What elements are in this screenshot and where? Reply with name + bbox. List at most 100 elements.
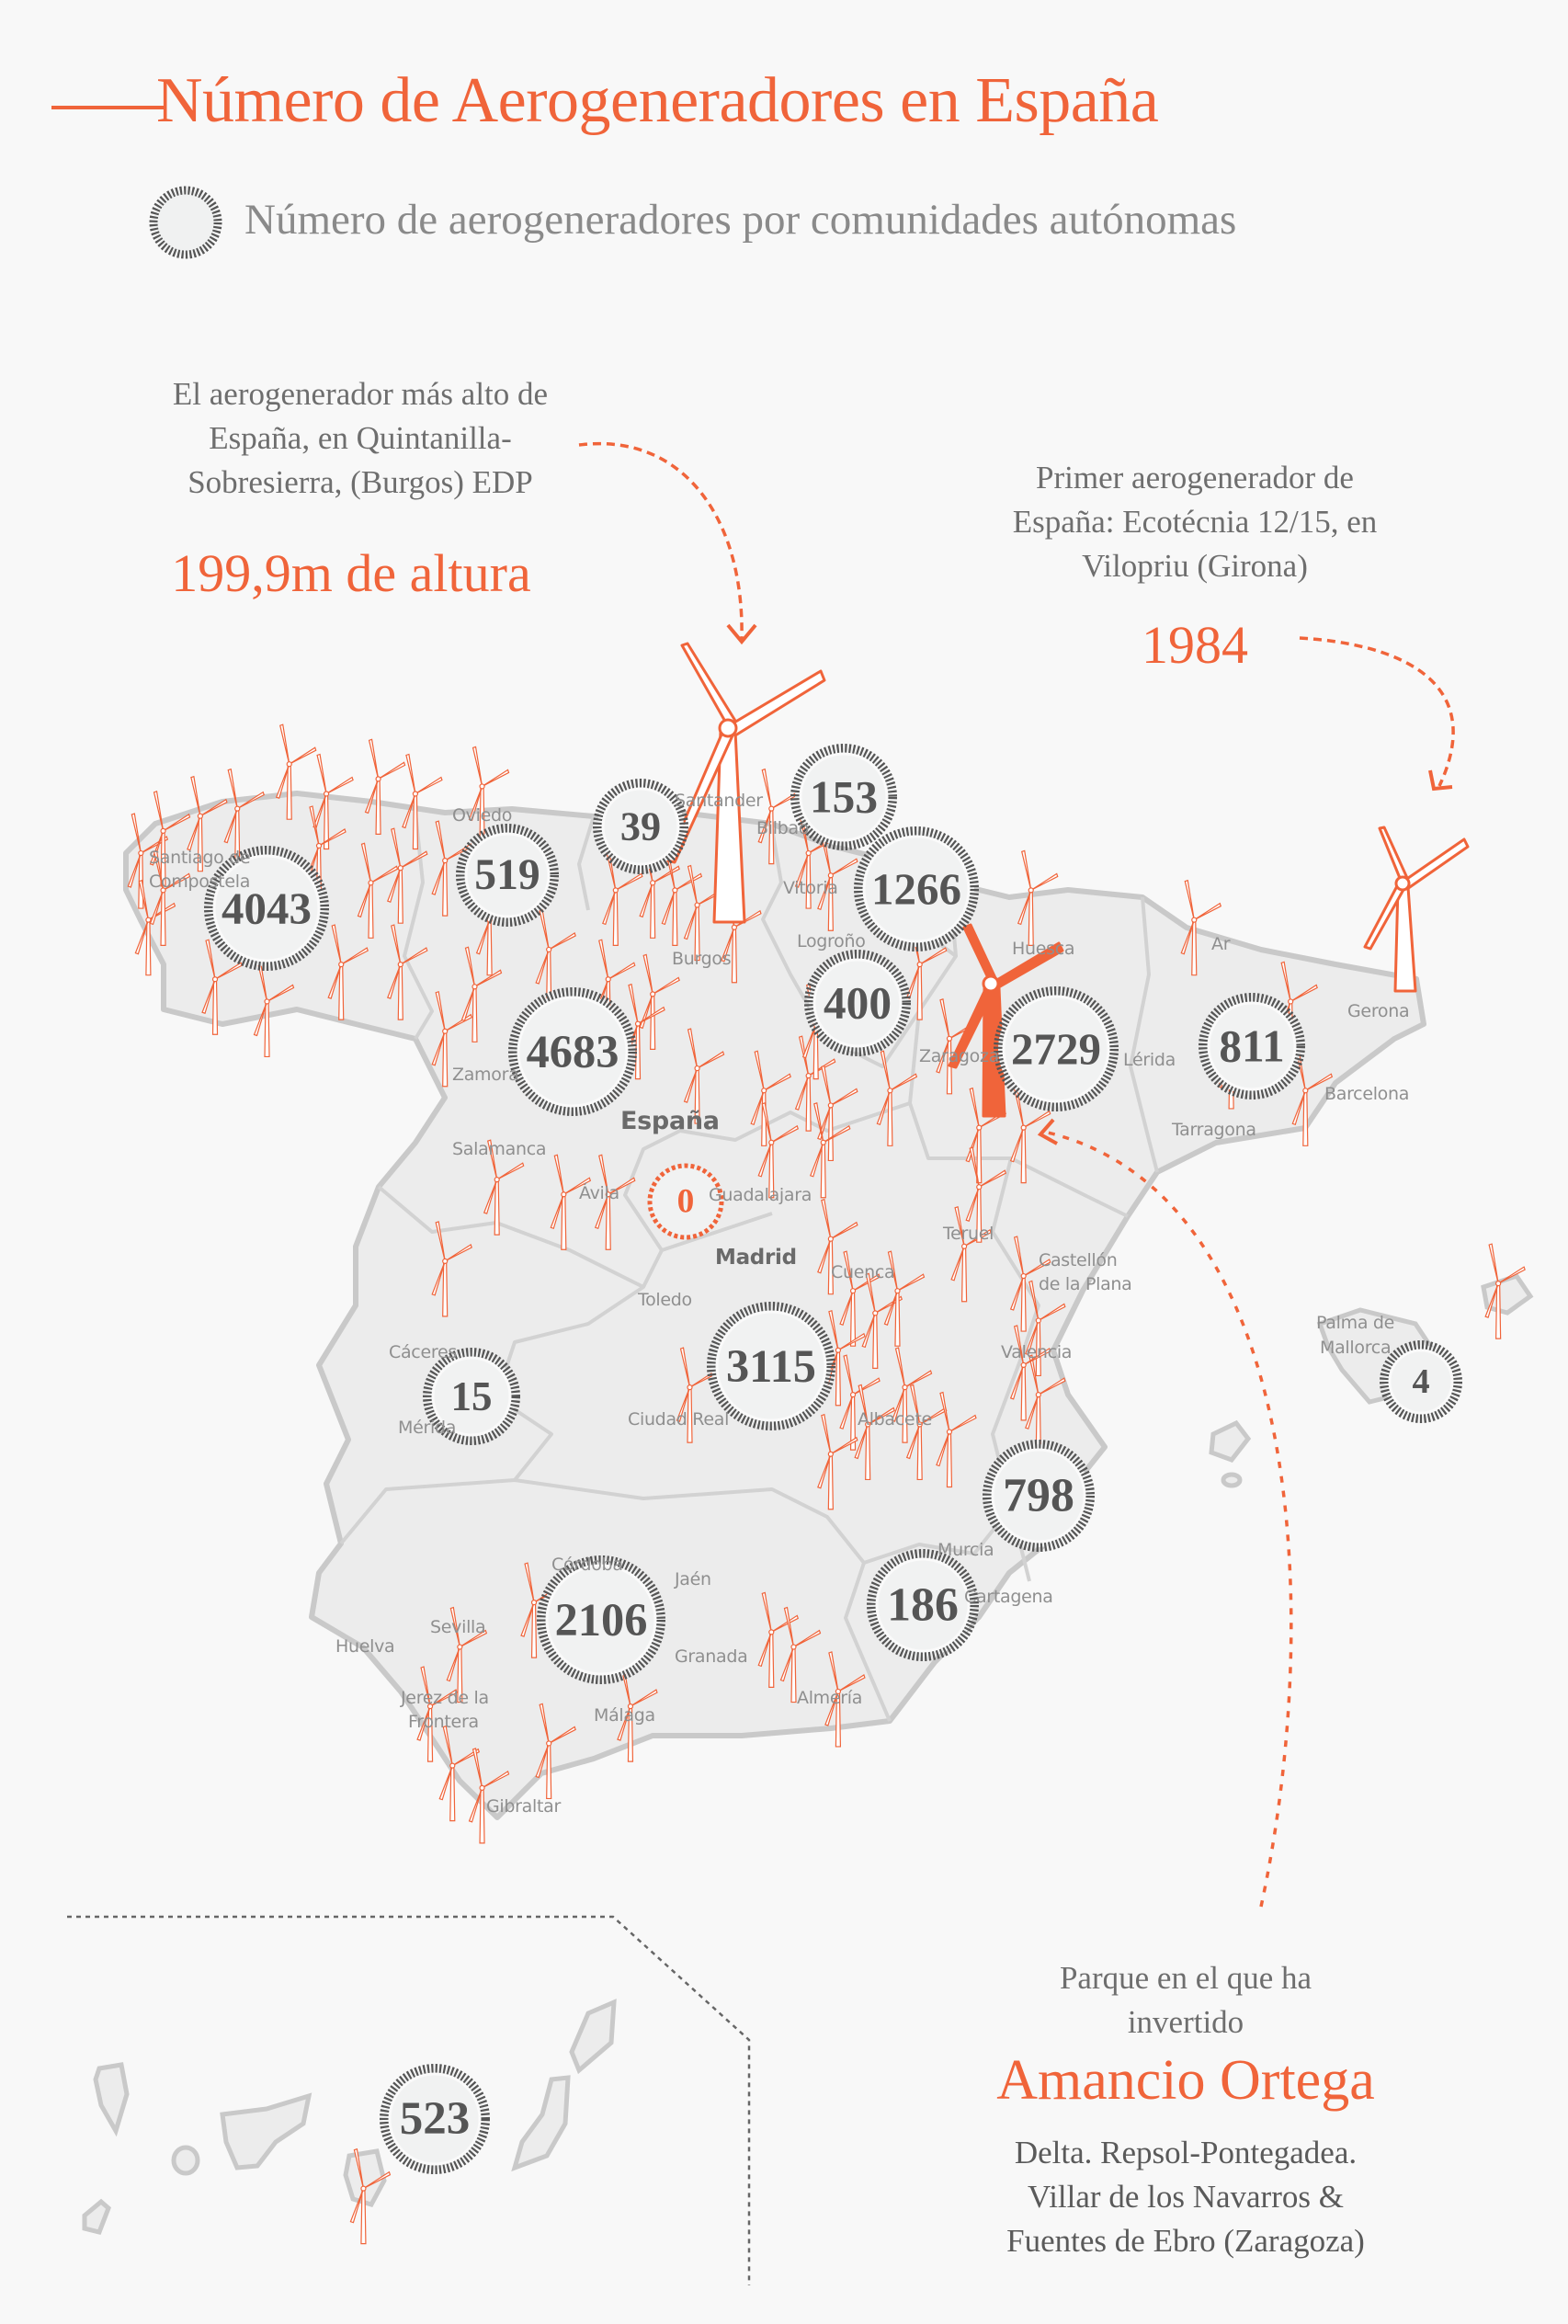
arrowheads <box>726 623 1453 1145</box>
bubble-inner-ring <box>799 752 889 842</box>
bubble-value: 4 <box>1412 1362 1429 1401</box>
bubble-ring <box>204 846 329 971</box>
bubble-ring <box>790 744 897 850</box>
bubble-ring <box>804 950 911 1056</box>
region-bubble: 4683 <box>508 987 637 1116</box>
first-highlight: 1984 <box>1142 615 1248 675</box>
city-label: Cuenca <box>831 1262 895 1282</box>
city-label: Almería <box>797 1688 863 1708</box>
region-bubble: 523 <box>380 2064 490 2174</box>
annotation-arrows <box>578 441 1455 1908</box>
bubble-value: 3115 <box>726 1340 816 1392</box>
bubble-ring <box>537 1555 665 1684</box>
region-bubble: 811 <box>1199 993 1305 1099</box>
amancio-detail: Delta. Repsol-Pontegadea. Villar de los … <box>937 2131 1434 2263</box>
bubble-inner-ring <box>812 958 903 1048</box>
bubble-inner-ring <box>1002 995 1110 1103</box>
legend-label: Número de aerogeneradores por comunidade… <box>244 196 1237 244</box>
city-label: Salamanca <box>452 1139 547 1159</box>
city-label: Teruel <box>943 1224 994 1244</box>
bubble-ring <box>593 779 688 874</box>
city-label: Zamora <box>452 1065 519 1085</box>
city-label: Zaragoza <box>919 1046 1000 1066</box>
balearic-islands <box>1209 1273 1534 1488</box>
bubble-value: 798 <box>1003 1470 1074 1522</box>
bubble-ring <box>994 986 1119 1111</box>
city-label: Santander <box>675 791 763 811</box>
region-bubble: 39 <box>593 779 688 874</box>
region-bubble: 519 <box>456 824 559 927</box>
bubble-value: 519 <box>474 851 540 899</box>
note-line: Villar de los Navarros & <box>1028 2179 1344 2215</box>
note-line: invertido <box>1127 2004 1244 2040</box>
bubble-inner-ring <box>212 854 321 963</box>
bubble-value: 2106 <box>555 1594 648 1646</box>
bubble-ring <box>867 1549 979 1661</box>
note-line: Parque en el que ha <box>1059 1960 1312 1996</box>
city-label: Sevilla <box>430 1617 486 1637</box>
bubble-inner-ring <box>517 996 629 1108</box>
region-bubble: 153 <box>790 744 897 850</box>
bubble-value: 523 <box>400 2093 471 2145</box>
bubble-ring <box>508 987 637 1116</box>
city-label: Guadalajara <box>709 1185 812 1205</box>
bubble-ring <box>423 1348 520 1445</box>
canary-inset-frame <box>67 1915 751 2285</box>
city-label: Málaga <box>594 1705 655 1726</box>
city-label: Huelva <box>335 1636 395 1657</box>
arrow-tallest <box>578 441 744 640</box>
bubble-value: 15 <box>450 1373 492 1419</box>
note-line: Primer aerogenerador de <box>1036 460 1354 496</box>
city-label: Castellón <box>1039 1250 1118 1270</box>
bubble-inner-ring <box>545 1564 657 1676</box>
note-line: España, en Quintanilla- <box>209 420 512 456</box>
city-label: Córdoba <box>551 1555 623 1575</box>
city-label: Tarragona <box>1172 1120 1256 1140</box>
note-line: Sobresierra, (Burgos) EDP <box>187 464 533 500</box>
bubble-inner-ring <box>431 1356 512 1437</box>
region-bubble: 1266 <box>854 826 979 951</box>
amancio-note: Parque en el que ha invertido <box>956 1956 1415 2045</box>
arrow-amancio <box>1047 1131 1293 1908</box>
note-line: El aerogenerador más alto de <box>172 376 549 412</box>
city-label: Burgos <box>672 949 732 969</box>
bubble-inner-ring <box>601 787 680 866</box>
bubble-inner-ring <box>464 832 551 918</box>
region-bubble: 798 <box>983 1440 1095 1552</box>
bubble-ring <box>647 1163 724 1240</box>
city-label: Bilbao <box>756 818 810 838</box>
capital-label: Madrid <box>715 1246 797 1270</box>
bubble-value: 39 <box>620 804 661 849</box>
bubble-value: 1266 <box>871 864 961 915</box>
city-label: Mallorca <box>1320 1338 1392 1358</box>
city-label: Logroño <box>797 931 866 951</box>
region-bubble: 15 <box>423 1348 520 1445</box>
city-label: Ávila <box>579 1183 619 1203</box>
bubble-inner-ring <box>875 1557 971 1653</box>
region-bubble: 2729 <box>994 986 1119 1111</box>
bubble-value: 0 <box>677 1183 695 1221</box>
city-label: Cáceres <box>389 1342 457 1362</box>
bubble-value: 153 <box>810 772 878 823</box>
first-turbine-icon <box>1363 826 1470 993</box>
city-label: Santiago de <box>149 848 251 868</box>
city-label: Ar <box>1211 934 1231 954</box>
city-label: Jerez de la <box>401 1688 489 1708</box>
region-bubble: 186 <box>867 1549 979 1661</box>
city-label: Gibraltar <box>486 1796 562 1817</box>
bubble-value: 400 <box>824 978 892 1029</box>
bubble-ring <box>1199 993 1305 1099</box>
city-label: Oviedo <box>452 805 513 826</box>
canary-islands <box>82 1999 617 2235</box>
first-note: Primer aerogenerador de España: Ecotécni… <box>965 456 1425 588</box>
city-label: Albacete <box>858 1409 932 1430</box>
city-label: Palma de <box>1316 1313 1395 1333</box>
amancio-turbine-icon <box>948 923 1064 1118</box>
page-title: Número de Aerogeneradores en España <box>156 65 1159 136</box>
region-bubble: 4 <box>1380 1340 1462 1423</box>
region-bubble: 400 <box>804 950 911 1056</box>
tallest-highlight: 199,9m de altura <box>171 543 531 603</box>
bubble-value: 4043 <box>222 883 312 934</box>
